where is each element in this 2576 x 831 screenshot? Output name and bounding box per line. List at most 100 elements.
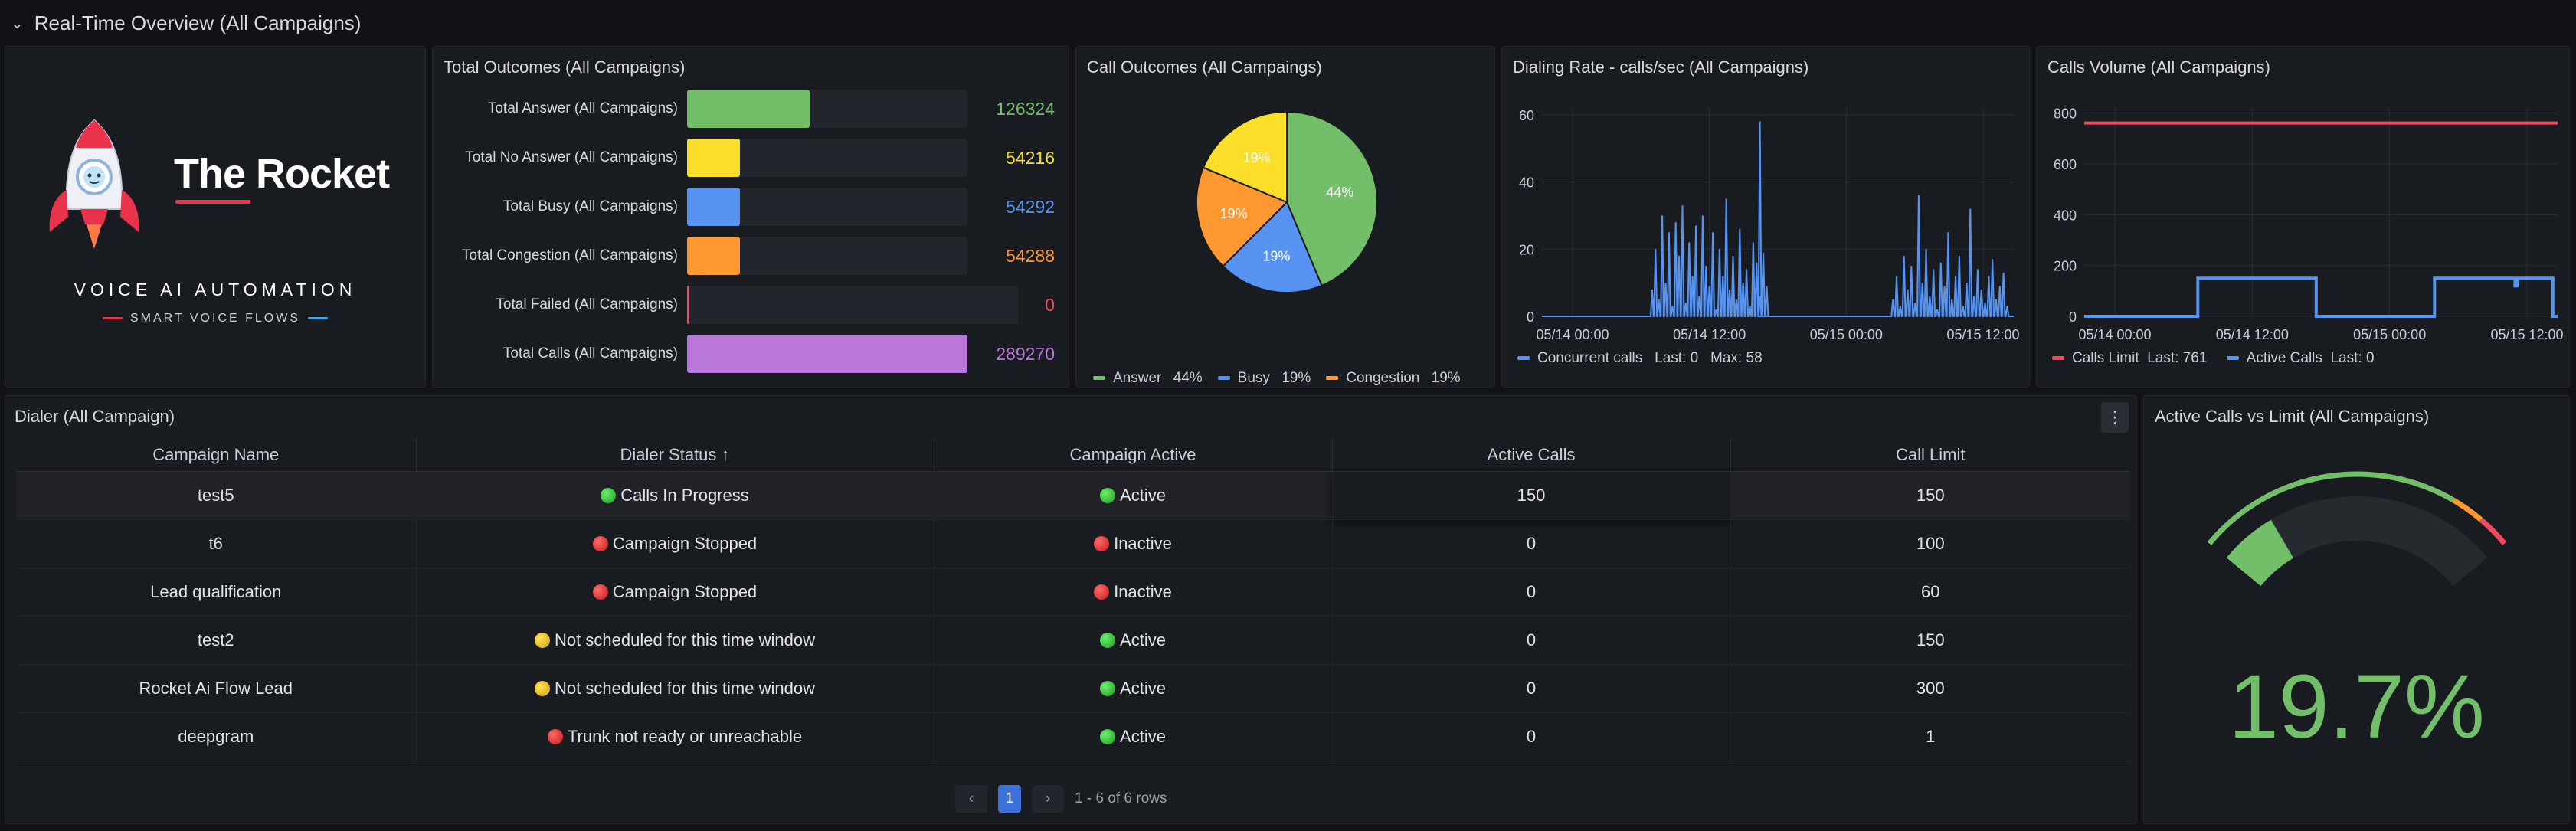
x-tick-label: 05/15 12:00	[2490, 327, 2563, 342]
column-header-call-limit[interactable]: Call Limit	[1730, 439, 2130, 472]
x-tick-label: 05/15 12:00	[1946, 327, 2019, 342]
cell-campaign-name: test2	[16, 616, 417, 665]
legend-swatch	[1517, 356, 1530, 361]
logo-underline	[175, 200, 250, 204]
cell-campaign-active: Inactive	[934, 519, 1333, 568]
calls-volume-panel[interactable]: Calls Volume (All Campaigns) 0 200 400 600 8…	[2036, 46, 2570, 388]
series-line-concurrent-calls	[1542, 121, 2014, 317]
y-tick-label: 800	[2054, 106, 2077, 122]
dialing-rate-panel[interactable]: Dialing Rate - calls/sec (All Campaigns)…	[1501, 46, 2030, 388]
y-tick-label: 60	[1519, 108, 1534, 123]
y-tick-label: 40	[1519, 175, 1534, 191]
row-header[interactable]: ⌄ Real-Time Overview (All Campaigns)	[11, 6, 361, 40]
legend-name: Answer	[1113, 370, 1162, 386]
volume-legend: Calls Limit Last: 761 Active Calls Last:…	[2052, 350, 2390, 367]
status-dot-icon	[1094, 584, 1110, 600]
y-tick-label: 600	[2054, 157, 2077, 172]
cell-campaign-active: Active	[934, 712, 1333, 761]
legend-swatch	[1217, 376, 1230, 381]
panel-title: Active Calls vs Limit (All Campaigns)	[2155, 407, 2430, 426]
panel-menu-button[interactable]: ⋮	[2101, 402, 2129, 433]
cell-campaign-name: t6	[16, 519, 417, 568]
bar-label: Total Answer (All Campaigns)	[487, 100, 678, 116]
pie-chart: 44% 19% 19% 19%	[1196, 110, 1378, 293]
legend-swatch	[2052, 356, 2064, 361]
cell-active-calls: 0	[1332, 664, 1731, 713]
status-text: Trunk not ready or unreachable	[567, 726, 803, 746]
bar-label: Total Congestion (All Campaigns)	[462, 247, 678, 263]
bar-gauge-row: Total Congestion (All Campaigns) 54288	[433, 237, 1069, 275]
legend-name: Busy	[1237, 370, 1270, 386]
status-dot-icon	[1100, 632, 1116, 648]
legend-max-label: Max:	[1710, 350, 1743, 366]
column-header-dialer-status[interactable]: Dialer Status ↑	[416, 439, 934, 472]
x-tick-label: 05/14 00:00	[1536, 327, 1609, 342]
panel-title: Total Outcomes (All Campaigns)	[444, 57, 686, 77]
next-page-button[interactable]: ›	[1032, 785, 1064, 813]
page-1-button[interactable]: 1	[998, 785, 1021, 813]
bar-label: Total Busy (All Campaigns)	[502, 198, 678, 214]
pie-slice-label: 19%	[1243, 150, 1271, 165]
y-tick-label: 200	[2054, 259, 2077, 274]
status-dot-icon	[535, 680, 551, 696]
active-text: Active	[1120, 726, 1166, 746]
pie-slice-label: 19%	[1220, 206, 1248, 221]
dialer-table: Campaign Name Dialer Status ↑ Campaign A…	[16, 439, 2130, 761]
legend-swatch	[1326, 376, 1339, 381]
y-tick-label: 0	[2069, 309, 2077, 325]
red-dash	[103, 317, 123, 320]
column-header-campaign-active[interactable]: Campaign Active	[934, 439, 1333, 472]
table-row: test5 Calls In Progress Active 150 150	[16, 471, 2130, 520]
pie-slice-label: 19%	[1262, 248, 1290, 263]
cell-active-calls: 0	[1332, 519, 1731, 568]
x-tick-label: 05/14 12:00	[2216, 327, 2289, 342]
cell-call-limit: 150	[1730, 471, 2130, 520]
bar-gauge-row: Total Answer (All Campaigns) 126324	[433, 90, 1069, 128]
prev-page-button[interactable]: ‹	[955, 785, 987, 813]
bar-label: Total Calls (All Campaigns)	[502, 345, 678, 362]
gauge-threshold-arc	[2207, 471, 2455, 545]
logo-subtagline: SMART VOICE FLOWS	[130, 312, 300, 325]
dialer-panel[interactable]: Dialer (All Campaign) ⋮ Campaign Name Di…	[5, 395, 2137, 824]
cell-dialer-status: Calls In Progress	[416, 471, 934, 520]
gauge-panel[interactable]: Active Calls vs Limit (All Campaigns) 19…	[2143, 395, 2570, 824]
total-outcomes-panel[interactable]: Total Outcomes (All Campaigns) Total Ans…	[432, 46, 1069, 388]
y-tick-label: 400	[2054, 208, 2077, 223]
cell-call-limit: 1	[1730, 712, 2130, 761]
cell-dialer-status: Trunk not ready or unreachable	[416, 712, 934, 761]
panel-title: Dialing Rate - calls/sec (All Campaigns)	[1513, 57, 1809, 77]
calls-volume-chart: 0 200 400 600 800 05/14 00:00 05/14 12:00 05/15…	[2054, 106, 2564, 342]
cell-campaign-active: Active	[934, 616, 1333, 665]
gauge-value: 19.7%	[2228, 656, 2485, 757]
legend-pct: 44%	[1173, 370, 1203, 386]
cell-campaign-active: Active	[934, 664, 1333, 713]
panel-title: Call Outcomes (All Campaings)	[1087, 57, 1322, 77]
active-text: Active	[1120, 678, 1166, 698]
column-header-campaign-name[interactable]: Campaign Name	[16, 439, 417, 472]
gauge-threshold-arc	[2479, 517, 2507, 545]
status-dot-icon	[547, 728, 563, 744]
table-row: Rocket Ai Flow Lead Not scheduled for thi…	[16, 664, 2130, 713]
pagination-summary: 1 - 6 of 6 rows	[1075, 790, 1167, 806]
column-header-active-calls[interactable]: Active Calls	[1332, 439, 1731, 472]
cell-dialer-status: Campaign Stopped	[416, 519, 934, 568]
legend-last: 0	[1690, 350, 1699, 366]
status-text: Campaign Stopped	[612, 581, 758, 601]
cell-active-calls: 0	[1332, 616, 1731, 665]
bar-fill	[687, 335, 967, 373]
chevron-down-icon[interactable]: ⌄	[11, 15, 24, 32]
y-tick-label: 20	[1519, 242, 1534, 257]
x-tick-label: 05/15 00:00	[1810, 327, 1883, 342]
bar-fill	[687, 188, 740, 226]
cell-dialer-status: Not scheduled for this time window	[416, 616, 934, 665]
legend-swatch	[2226, 356, 2239, 361]
pie-slice-congestion	[1196, 166, 1288, 268]
active-text: Inactive	[1114, 533, 1172, 553]
status-dot-icon	[592, 584, 608, 600]
status-dot-icon	[601, 487, 617, 503]
logo-name: The Rocket	[174, 151, 390, 197]
call-outcomes-panel[interactable]: Call Outcomes (All Campaings) 44% 19% 19% 1…	[1075, 46, 1495, 388]
series-line-active-calls	[2084, 276, 2558, 318]
logo-subtagline-row: SMART VOICE FLOWS	[5, 312, 425, 326]
pie-slice-answer	[1286, 110, 1378, 287]
